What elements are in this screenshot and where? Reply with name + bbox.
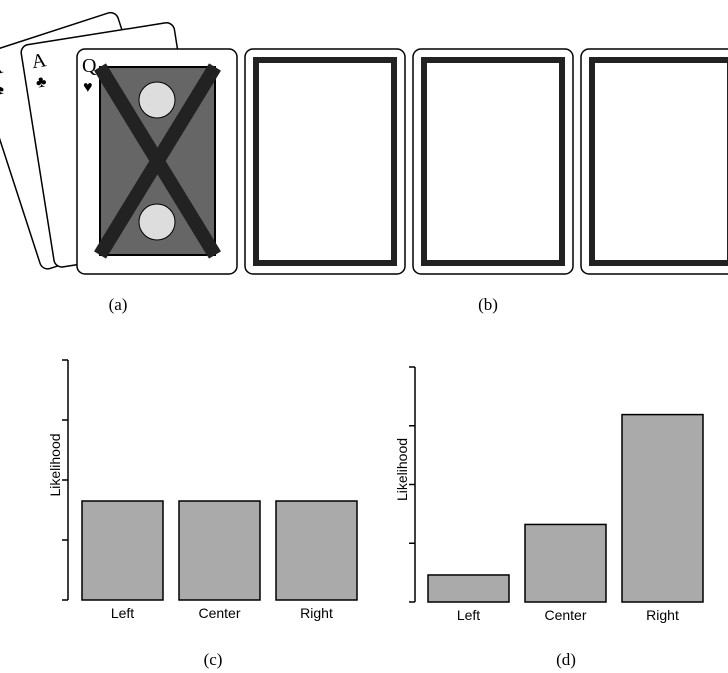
card-back [580, 48, 728, 275]
panel-label: (c) [204, 650, 223, 669]
y-axis-label: Likelihood [394, 438, 410, 501]
card: Q ♥ [76, 48, 238, 275]
card-back [244, 48, 406, 275]
bar [524, 523, 607, 603]
bar [427, 574, 510, 603]
card-suit: ♠ [0, 80, 7, 99]
card-suit: ♣ [35, 73, 49, 92]
x-tick-label: Left [111, 605, 134, 621]
card-suit: ♥ [83, 79, 93, 96]
face-down-cards [244, 48, 728, 275]
bar [621, 413, 704, 603]
card-rank: A [30, 49, 48, 73]
x-tick-label: Right [300, 605, 333, 621]
card-hand: A ♠ A ♣ Q ♥ [0, 11, 238, 275]
y-axis-label: Likelihood [47, 433, 63, 496]
card-rank: Q [82, 55, 97, 77]
bar [81, 500, 164, 601]
card-back [412, 48, 574, 275]
x-tick-label: Left [457, 607, 480, 623]
x-tick-label: Center [198, 605, 240, 621]
panel-label: (a) [109, 295, 128, 314]
x-tick-label: Center [544, 607, 586, 623]
panel-label: (d) [556, 650, 576, 669]
bar [178, 500, 261, 601]
bar [275, 500, 358, 601]
panel-label: (b) [478, 295, 498, 314]
x-tick-label: Right [646, 607, 679, 623]
